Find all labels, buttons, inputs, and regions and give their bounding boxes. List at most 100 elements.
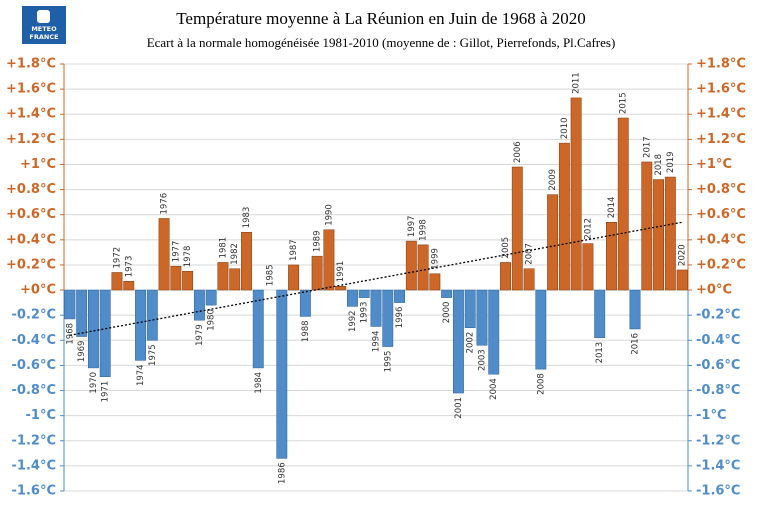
bar [653, 179, 664, 291]
bar [241, 232, 252, 291]
y2-tick-label: +0.6°C [696, 207, 746, 222]
x-tick-label: 2009 [548, 169, 558, 191]
y2-tick-label: -0.6°C [696, 358, 740, 373]
y-tick-label: +1.8°C [6, 57, 56, 72]
bar [217, 262, 229, 291]
x-tick-label: 2014 [607, 197, 617, 219]
x-tick-label: 1975 [148, 344, 158, 366]
y-tick-label: +1.4°C [6, 107, 56, 122]
y2-tick-label: -0.8°C [696, 383, 740, 398]
x-tick-label: 1980 [207, 309, 217, 331]
bar [500, 262, 511, 291]
x-tick-label: 2007 [525, 243, 535, 265]
y-tick-label: -0.2°C [12, 308, 56, 323]
x-tick-label: 1995 [383, 351, 393, 373]
y-tick-label: +0.4°C [6, 232, 56, 247]
y-tick-label: -1.4°C [12, 458, 56, 473]
y-tick-label: -0.6°C [12, 358, 56, 373]
x-tick-label: 2003 [477, 349, 487, 371]
x-tick-label: 1973 [124, 256, 134, 278]
y2-tick-label: +1.2°C [696, 132, 746, 147]
x-tick-label: 1982 [230, 243, 240, 265]
x-tick-label: 1976 [160, 193, 170, 215]
bar [76, 289, 88, 337]
bar [252, 289, 264, 369]
x-tick-label: 2018 [654, 154, 664, 176]
bar [276, 289, 288, 459]
bar [405, 240, 417, 291]
y2-tick-label: +0.8°C [696, 182, 746, 197]
bar [135, 289, 146, 361]
y2-tick-label: +0.2°C [696, 257, 746, 272]
y2-tick-label: -0.4°C [696, 333, 740, 348]
bar [452, 289, 464, 394]
bar [464, 289, 476, 328]
x-tick-label: 1986 [277, 462, 287, 484]
x-tick-label: 1996 [395, 307, 405, 329]
bar [488, 289, 500, 375]
y-tick-label: +0.2°C [6, 257, 56, 272]
x-tick-label: 1997 [407, 215, 417, 237]
x-tick-label: 1984 [254, 372, 264, 394]
bar [523, 268, 535, 291]
x-tick-label: 1971 [101, 381, 111, 403]
x-tick-label: 1969 [77, 341, 87, 363]
bar [311, 255, 323, 291]
x-tick-label: 1983 [242, 207, 252, 229]
bar [182, 270, 194, 291]
y-tick-label: -0.4°C [12, 333, 56, 348]
bar [358, 289, 370, 298]
x-tick-label: 2017 [642, 136, 652, 158]
bar [123, 281, 135, 291]
y-tick-label: +0.8°C [6, 182, 56, 197]
y2-tick-label: +1.4°C [696, 107, 746, 122]
bar [617, 117, 629, 291]
bar [193, 289, 205, 321]
bar [476, 289, 488, 346]
x-tick-label: 1977 [171, 241, 181, 263]
x-tick-label: 1991 [336, 261, 346, 283]
x-tick-label: 2015 [619, 92, 629, 114]
y2-tick-label: -0.2°C [696, 308, 740, 323]
y2-tick-label: +1.8°C [696, 57, 746, 72]
x-tick-label: 1978 [183, 246, 193, 268]
bar [288, 264, 300, 291]
x-tick-label: 1989 [313, 231, 323, 253]
x-tick-label: 1974 [136, 364, 146, 386]
bar [370, 289, 382, 327]
bar [394, 289, 405, 303]
x-tick-label: 2008 [536, 373, 546, 395]
y2-tick-label: +1°C [696, 157, 732, 172]
bar [429, 273, 441, 291]
y-tick-label: +0.6°C [6, 207, 56, 222]
bar [558, 142, 570, 291]
bar [335, 286, 347, 291]
bar [146, 289, 158, 341]
bar [205, 289, 217, 306]
y2-tick-label: +1.6°C [696, 82, 746, 97]
bar [676, 269, 688, 291]
x-tick-label: 1987 [289, 239, 299, 261]
bar [158, 218, 170, 291]
y-tick-label: -1.2°C [12, 433, 56, 448]
bar [535, 289, 547, 370]
x-tick-label: 2020 [678, 244, 688, 266]
bar [170, 265, 182, 291]
x-tick-label: 2011 [572, 72, 582, 94]
bar [64, 289, 76, 320]
x-tick-label: 1999 [430, 248, 440, 270]
y2-tick-label: +0.4°C [696, 232, 746, 247]
y2-tick-label: -1°C [696, 408, 726, 423]
bar [629, 289, 641, 330]
x-tick-label: 2013 [595, 342, 605, 364]
bar [547, 194, 559, 291]
logo-text: METEO [31, 25, 57, 33]
x-tick-label: 1985 [266, 264, 276, 286]
y-tick-label: -0.8°C [12, 383, 56, 398]
bar [664, 176, 676, 291]
y-tick-label: -1°C [26, 408, 56, 423]
bar [347, 289, 358, 307]
x-tick-label: 1979 [195, 324, 205, 346]
chart-title: Température moyenne à La Réunion en Juin… [176, 9, 586, 28]
